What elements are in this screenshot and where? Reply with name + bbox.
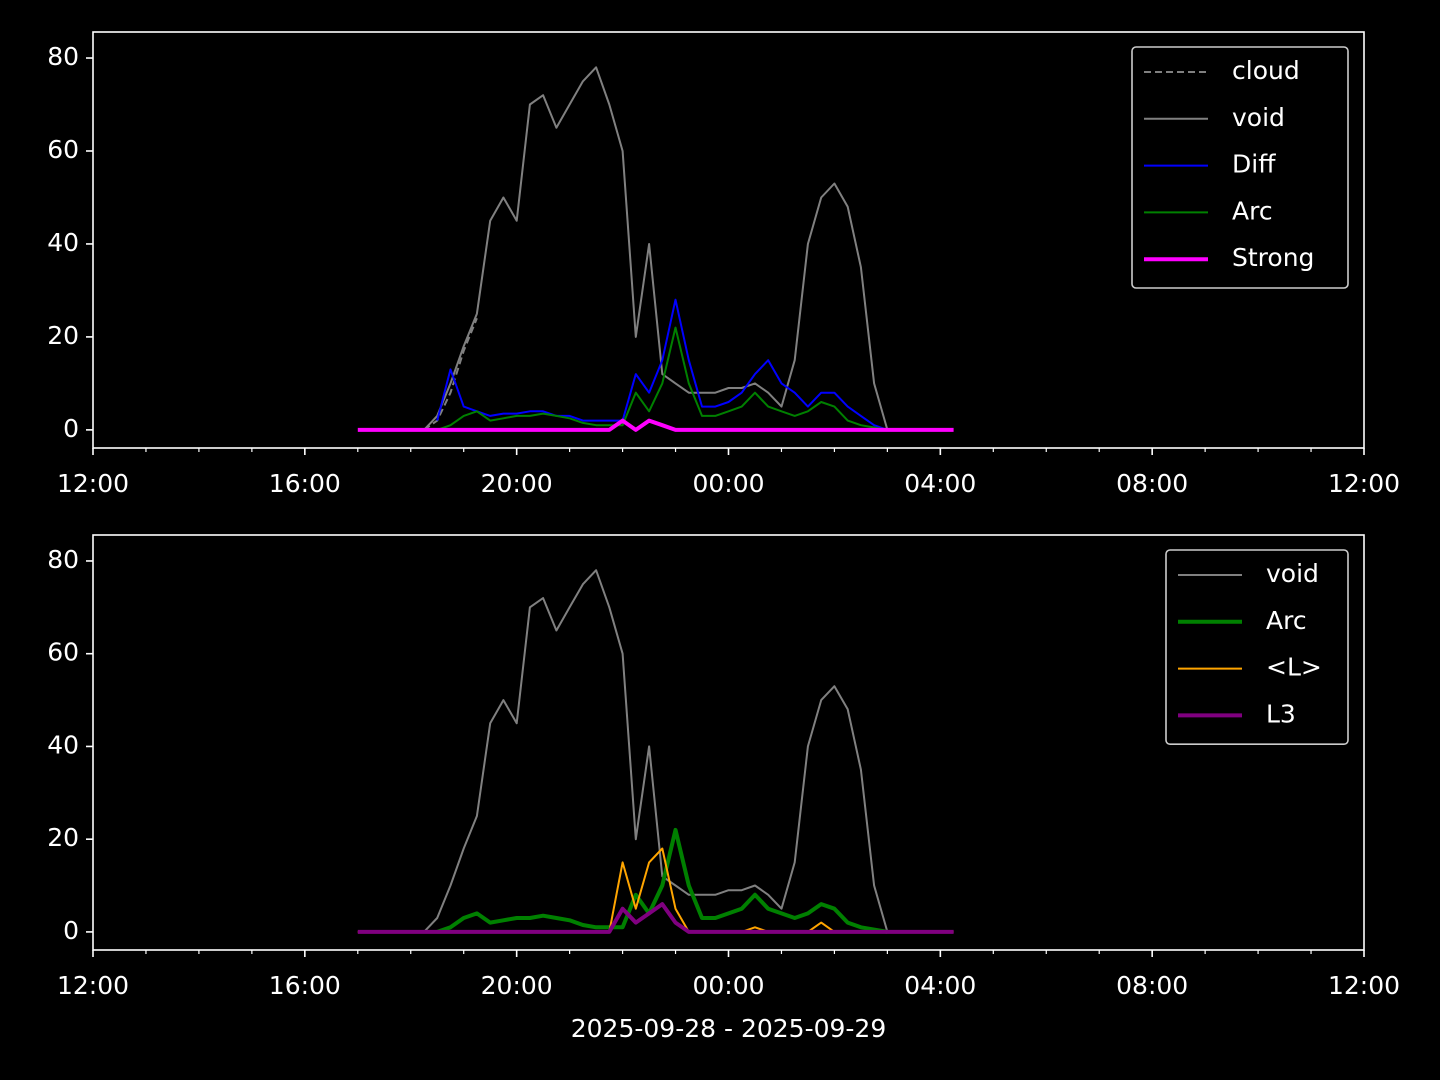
- x-tick-label: 16:00: [269, 469, 341, 498]
- legend-label: cloud: [1232, 56, 1300, 85]
- y-tick-label: 80: [47, 42, 79, 71]
- x-tick-label: 20:00: [481, 971, 553, 1000]
- y-tick-label: 0: [63, 916, 79, 945]
- x-tick-label: 12:00: [1328, 469, 1400, 498]
- legend-label: Diff: [1232, 150, 1276, 179]
- series-line: [423, 317, 478, 431]
- series-line: [423, 569, 889, 933]
- legend: cloud void Diff Arc Strong: [1131, 46, 1349, 289]
- legend-label: Arc: [1232, 196, 1273, 225]
- legend: void Arc <L> L3: [1165, 549, 1349, 745]
- y-tick-label: 20: [47, 321, 79, 350]
- x-tick-label: 16:00: [269, 971, 341, 1000]
- x-tick-label: 00:00: [692, 469, 764, 498]
- legend-label: <L>: [1266, 653, 1322, 682]
- series-line: [436, 827, 888, 934]
- x-tick-label: 04:00: [904, 469, 976, 498]
- legend-label: void: [1266, 559, 1319, 588]
- y-tick-label: 40: [47, 228, 79, 257]
- series-line: [357, 418, 954, 432]
- legend-label: L3: [1266, 699, 1296, 728]
- x-tick-label: 04:00: [904, 971, 976, 1000]
- x-tick-label: 12:00: [57, 971, 129, 1000]
- legend-label: Arc: [1266, 606, 1307, 635]
- y-tick-label: 0: [63, 414, 79, 443]
- series-line: [357, 902, 954, 934]
- x-tick-label: 00:00: [692, 971, 764, 1000]
- x-tick-label: 20:00: [481, 469, 553, 498]
- legend-label: void: [1232, 103, 1285, 132]
- x-tick-label: 12:00: [1328, 971, 1400, 1000]
- y-tick-label: 60: [47, 135, 79, 164]
- y-tick-label: 40: [47, 730, 79, 759]
- legend-label: Strong: [1232, 243, 1314, 272]
- y-tick-label: 60: [47, 638, 79, 667]
- series-line: [436, 326, 888, 431]
- legend-frame: [1131, 46, 1349, 289]
- legend-frame: [1165, 549, 1349, 745]
- x-tick-label: 12:00: [57, 469, 129, 498]
- series-line: [423, 66, 889, 431]
- y-tick-label: 80: [47, 545, 79, 574]
- x-tick-label: 08:00: [1116, 971, 1188, 1000]
- series-line: [436, 298, 888, 431]
- y-tick-label: 20: [47, 823, 79, 852]
- x-tick-label: 08:00: [1116, 469, 1188, 498]
- x-axis-label: 2025-09-28 - 2025-09-29: [571, 1014, 887, 1043]
